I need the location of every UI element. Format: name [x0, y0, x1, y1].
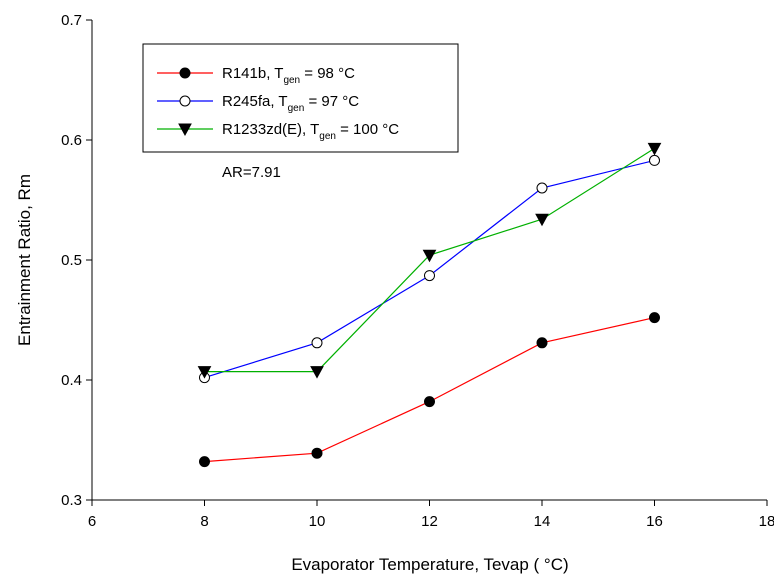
- legend-label: R141b, Tgen = 98 °C: [222, 65, 355, 86]
- marker: [197, 366, 212, 379]
- annotation: AR=7.91: [222, 164, 281, 181]
- marker: [311, 447, 323, 459]
- legend-label: R1233zd(E), Tgen = 100 °C: [222, 121, 399, 142]
- legend-text: = 98 °C: [300, 65, 355, 82]
- marker: [178, 123, 192, 137]
- marker: [422, 249, 437, 263]
- x-tick-label: 12: [421, 513, 438, 530]
- legend-subscript: gen: [319, 131, 336, 142]
- x-tick-label: 18: [759, 513, 774, 530]
- x-tick-label: 16: [646, 513, 663, 530]
- series-line: [204, 159, 655, 379]
- legend-subscript: gen: [283, 75, 300, 86]
- y-tick-label: 0.5: [61, 252, 82, 269]
- y-tick-label: 0.7: [61, 12, 82, 29]
- marker: [199, 456, 210, 468]
- x-tick-label: 8: [200, 513, 208, 530]
- marker: [647, 142, 662, 156]
- marker: [179, 67, 191, 79]
- y-tick-label: 0.4: [61, 372, 82, 389]
- marker: [424, 396, 435, 408]
- x-axis-label: Evaporator Temperature, Tevap ( °C): [291, 555, 568, 574]
- y-tick-label: 0.6: [61, 132, 82, 149]
- x-tick-label: 6: [88, 513, 96, 530]
- marker: [179, 95, 191, 107]
- legend-text: R1233zd(E), T: [222, 121, 319, 138]
- legend-text: R141b, T: [222, 65, 283, 82]
- legend-label: R245fa, Tgen = 97 °C: [222, 93, 359, 114]
- marker: [310, 366, 324, 379]
- legend-text: = 100 °C: [336, 121, 399, 138]
- marker: [649, 154, 660, 166]
- y-tick-label: 0.3: [61, 492, 82, 509]
- legend-text: R245fa, T: [222, 93, 288, 110]
- marker: [311, 337, 323, 349]
- y-axis-label: Entrainment Ratio, Rm: [15, 174, 34, 346]
- x-tick-label: 10: [309, 513, 326, 530]
- x-tick-label: 14: [534, 513, 551, 530]
- legend-text: = 97 °C: [304, 93, 359, 110]
- marker: [424, 270, 435, 282]
- series-line: [204, 317, 655, 463]
- marker: [536, 182, 548, 194]
- marker: [536, 337, 548, 349]
- marker: [649, 312, 660, 324]
- marker: [535, 213, 549, 227]
- legend-subscript: gen: [288, 103, 305, 114]
- legend-box: [142, 43, 459, 153]
